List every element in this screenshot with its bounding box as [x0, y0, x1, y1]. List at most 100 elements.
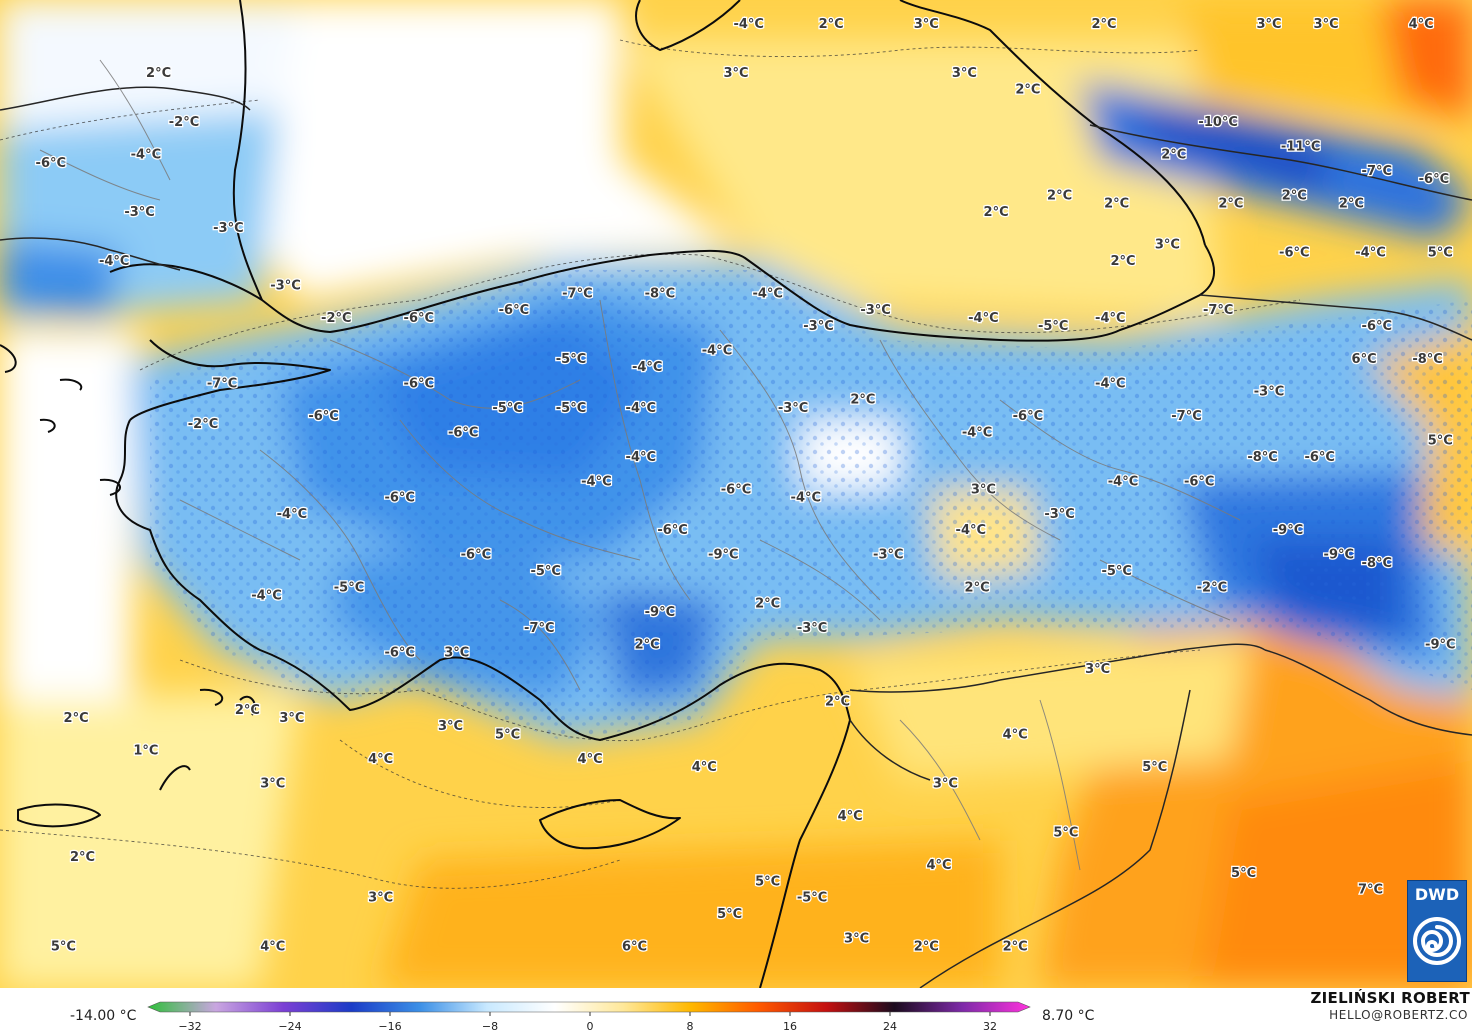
colorbar-tick-label: 8: [686, 1020, 694, 1033]
temperature-label: 2°C: [1104, 197, 1129, 212]
temperature-label: 5°C: [1053, 825, 1078, 840]
temperature-label: -4°C: [581, 474, 611, 489]
colorbar-bar: [147, 1001, 1031, 1013]
temperature-label: -6°C: [499, 303, 529, 318]
temperature-label: -4°C: [968, 311, 998, 326]
temperature-label: -6°C: [1362, 319, 1392, 334]
colorbar-tick-label: 24: [883, 1020, 897, 1033]
temperature-label: -5°C: [797, 891, 827, 906]
temperature-label: -6°C: [721, 482, 751, 497]
colorbar-tick-label: −24: [278, 1020, 302, 1033]
temperature-label: 2°C: [850, 393, 875, 408]
temperature-label: -3°C: [797, 621, 827, 636]
temperature-label: 3°C: [438, 719, 463, 734]
temperature-label: 2°C: [1047, 189, 1072, 204]
temperature-label: 2°C: [64, 711, 89, 726]
temperature-label: -6°C: [657, 523, 687, 538]
temperature-label: -8°C: [1247, 450, 1277, 465]
temperature-label: -5°C: [530, 564, 560, 579]
temperature-label: -2°C: [169, 115, 199, 130]
temperature-label: 2°C: [825, 695, 850, 710]
temperature-label: -2°C: [188, 417, 218, 432]
temperature-label: 2°C: [1161, 148, 1186, 163]
author-email: HELLO@ROBERTZ.CO: [1329, 1008, 1468, 1022]
temperature-label: 3°C: [952, 66, 977, 81]
temperature-label: 3°C: [1314, 17, 1339, 32]
temperature-label: -6°C: [404, 311, 434, 326]
temperature-label: -11°C: [1281, 140, 1321, 155]
temperature-label: 2°C: [235, 703, 260, 718]
temperature-label: -7°C: [1203, 303, 1233, 318]
temperature-label: -3°C: [803, 319, 833, 334]
temperature-label: 3°C: [723, 66, 748, 81]
temperature-label: -8°C: [1412, 352, 1442, 367]
temperature-label: 4°C: [260, 940, 285, 955]
temperature-label: -3°C: [1254, 384, 1284, 399]
temperature-label: 2°C: [1091, 17, 1116, 32]
temperature-label: 2°C: [1015, 82, 1040, 97]
coastlines: [0, 0, 1215, 988]
temperature-label: 6°C: [622, 940, 647, 955]
temperature-label: -4°C: [131, 148, 161, 163]
temperature-label: -4°C: [1355, 246, 1385, 261]
temperature-label: -3°C: [270, 278, 300, 293]
temperature-label: -6°C: [1419, 172, 1449, 187]
temperature-label: 5°C: [51, 940, 76, 955]
colorbar-tick-label: −16: [378, 1020, 402, 1033]
dwd-logo-text: DWD: [1414, 885, 1460, 904]
temperature-label: -4°C: [956, 523, 986, 538]
temperature-label: -9°C: [1324, 548, 1354, 563]
temperature-label: 3°C: [368, 891, 393, 906]
author-credit: ZIELIŃSKI ROBERT: [1310, 989, 1470, 1007]
temperature-label: 5°C: [1428, 246, 1453, 261]
temperature-map: 2°C -4°C 2°C 3°C 2°C 3°C 3°C 4°C 3°C 3°C 2°C -2°C -1…: [0, 0, 1472, 988]
temperature-label: -4°C: [1095, 376, 1125, 391]
temperature-label: -6°C: [308, 409, 338, 424]
temperature-label: 4°C: [838, 809, 863, 824]
temperature-label: -4°C: [733, 17, 763, 32]
temperature-label: 5°C: [755, 874, 780, 889]
temperature-label: 3°C: [1155, 238, 1180, 253]
temperature-label: 2°C: [984, 205, 1009, 220]
temperature-label: -3°C: [873, 548, 903, 563]
temperature-label: -3°C: [860, 303, 890, 318]
map-canvas: 2°C -4°C 2°C 3°C 2°C 3°C 3°C 4°C 3°C 3°C 2°C -2°C -1…: [0, 0, 1472, 988]
colorbar-max-label: 8.70 °C: [1042, 1008, 1095, 1024]
temperature-label: 5°C: [1142, 760, 1167, 775]
temperature-label: -8°C: [645, 287, 675, 302]
temperature-label: 3°C: [933, 776, 958, 791]
temperature-label: -4°C: [752, 287, 782, 302]
temperature-label: 5°C: [1428, 433, 1453, 448]
temperature-label: 2°C: [1003, 940, 1028, 955]
temperature-label: 3°C: [844, 932, 869, 947]
temperature-label: 4°C: [578, 752, 603, 767]
colorbar-min-label: -14.00 °C: [70, 1008, 137, 1024]
colorbar-tick-label: −8: [481, 1020, 499, 1033]
temperature-label: -7°C: [562, 287, 592, 302]
dwd-swirl-icon: [1413, 917, 1461, 965]
temperature-label: 3°C: [914, 17, 939, 32]
temperature-label: -6°C: [384, 491, 414, 506]
temperature-label: -5°C: [556, 401, 586, 416]
colorbar-tick-label: −32: [178, 1020, 202, 1033]
legend-footer: [0, 988, 1472, 1035]
temperature-label: 2°C: [1218, 197, 1243, 212]
temperature-label: 2°C: [70, 850, 95, 865]
temperature-label: -6°C: [404, 376, 434, 391]
colorbar-tick-label: 0: [586, 1020, 594, 1033]
temperature-label: -3°C: [124, 205, 154, 220]
temperature-label: -4°C: [1095, 311, 1125, 326]
temperature-label: 2°C: [635, 638, 660, 653]
temperature-label: 3°C: [1085, 662, 1110, 677]
temperature-label: -7°C: [1362, 164, 1392, 179]
temperature-label: 2°C: [1339, 197, 1364, 212]
temperature-label: -4°C: [626, 450, 656, 465]
temperature-label: -5°C: [1101, 564, 1131, 579]
temperature-label: -6°C: [1279, 246, 1309, 261]
temperature-label: -9°C: [708, 548, 738, 563]
temperature-label: 3°C: [971, 482, 996, 497]
temperature-label: 4°C: [1003, 727, 1028, 742]
temperature-label: 3°C: [260, 776, 285, 791]
temperature-label: -8°C: [1362, 556, 1392, 571]
temperature-label: 3°C: [444, 646, 469, 661]
